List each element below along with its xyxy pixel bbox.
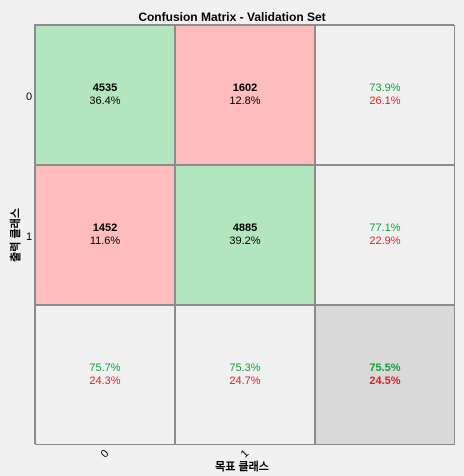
cell-0-1-pct: 12.8% [229, 95, 260, 108]
y-tick-0: 0 [26, 91, 32, 103]
row-summary-1: 77.1% 22.9% [315, 165, 455, 305]
col-summary-0-wrong: 24.3% [89, 375, 120, 388]
cell-1-0-count: 1452 [93, 222, 117, 235]
row-summary-1-wrong: 22.9% [369, 235, 400, 248]
row-summary-0: 73.9% 26.1% [315, 25, 455, 165]
cell-1-0: 1452 11.6% [35, 165, 175, 305]
col-summary-0-correct: 75.7% [89, 362, 120, 375]
cell-0-0-pct: 36.4% [89, 95, 120, 108]
cell-1-0-pct: 11.6% [90, 235, 120, 248]
confusion-matrix-grid: 4535 36.4% 1602 12.8% 73.9% 26.1% 1452 1… [34, 24, 454, 444]
overall-correct: 75.5% [369, 362, 400, 375]
chart-title: Confusion Matrix - Validation Set [0, 10, 464, 24]
cell-0-0: 4535 36.4% [35, 25, 175, 165]
row-summary-0-correct: 73.9% [369, 82, 400, 95]
cell-0-1-count: 1602 [233, 82, 257, 95]
cell-0-0-count: 4535 [93, 82, 117, 95]
y-axis-label: 출력 클래스 [7, 208, 23, 262]
row-summary-1-correct: 77.1% [369, 222, 400, 235]
overall-accuracy: 75.5% 24.5% [315, 305, 455, 445]
cell-1-1-pct: 39.2% [229, 235, 260, 248]
y-tick-1: 1 [26, 231, 32, 243]
row-summary-0-wrong: 26.1% [369, 95, 400, 108]
cell-0-1: 1602 12.8% [175, 25, 315, 165]
overall-wrong: 24.5% [369, 375, 400, 388]
cell-1-1-count: 4885 [233, 222, 257, 235]
col-summary-1-correct: 75.3% [229, 362, 260, 375]
col-summary-1-wrong: 24.7% [229, 375, 260, 388]
col-summary-0: 75.7% 24.3% [35, 305, 175, 445]
x-axis-label: 목표 클래스 [0, 458, 464, 474]
cell-1-1: 4885 39.2% [175, 165, 315, 305]
col-summary-1: 75.3% 24.7% [175, 305, 315, 445]
